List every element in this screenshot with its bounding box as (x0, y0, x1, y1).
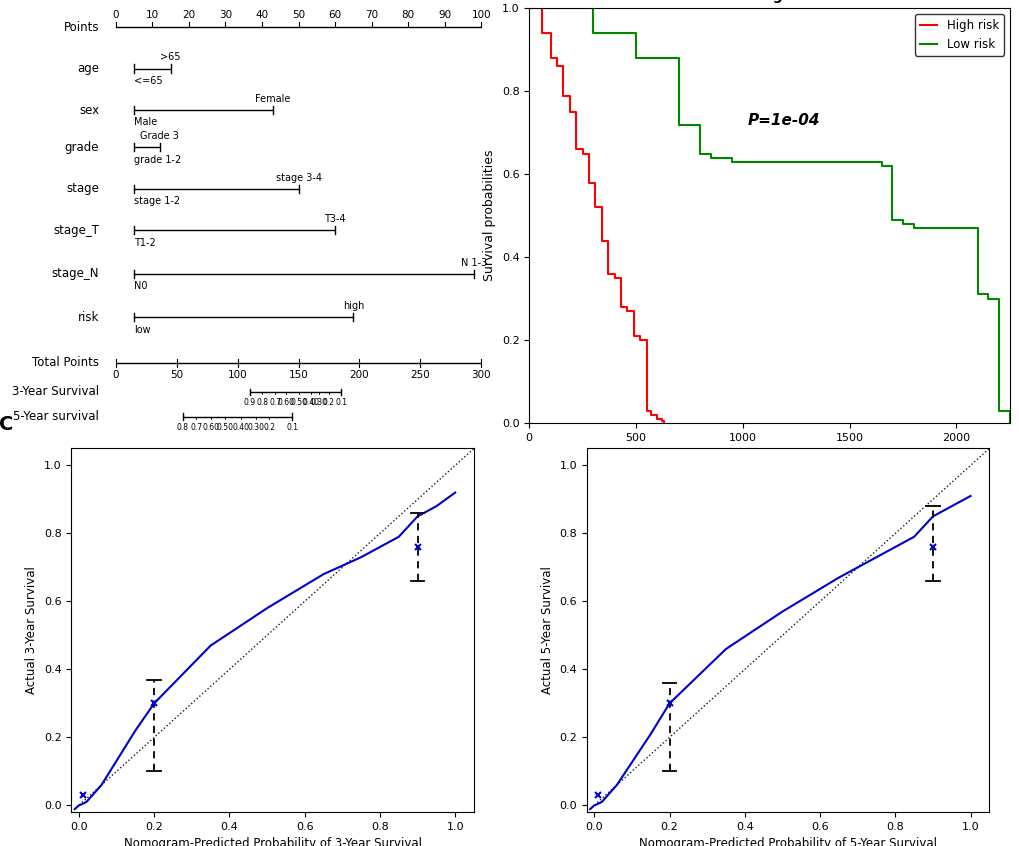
Text: 0: 0 (112, 9, 119, 19)
Text: Male: Male (135, 118, 157, 128)
Text: 30: 30 (219, 9, 232, 19)
Text: stage: stage (66, 182, 99, 195)
Text: N0: N0 (135, 281, 148, 291)
Text: T3-4: T3-4 (324, 214, 345, 224)
Text: Total Points: Total Points (32, 356, 99, 370)
Text: grade 1-2: grade 1-2 (135, 155, 181, 165)
Text: Points: Points (63, 20, 99, 34)
Legend: High risk, Low risk: High risk, Low risk (914, 14, 1003, 56)
Text: 0.60: 0.60 (277, 398, 294, 407)
Text: 100: 100 (471, 9, 490, 19)
Y-axis label: Actual 5-Year Survival: Actual 5-Year Survival (540, 566, 553, 695)
Text: stage_N: stage_N (52, 267, 99, 280)
Text: stage 3-4: stage 3-4 (275, 173, 321, 183)
Text: 0.50: 0.50 (217, 423, 233, 431)
Y-axis label: Survival probabilities: Survival probabilities (483, 150, 495, 282)
Text: 0.9: 0.9 (244, 398, 256, 407)
Text: 150: 150 (288, 371, 308, 381)
Text: 0.8: 0.8 (256, 398, 268, 407)
Text: 40: 40 (255, 9, 268, 19)
Text: grade: grade (64, 140, 99, 154)
Text: 60: 60 (328, 9, 341, 19)
Text: 90: 90 (437, 9, 450, 19)
Text: B: B (481, 0, 495, 4)
Text: 100: 100 (227, 371, 248, 381)
Text: 0: 0 (112, 371, 119, 381)
Y-axis label: Actual 3-Year Survival: Actual 3-Year Survival (25, 566, 39, 695)
Text: stage 1-2: stage 1-2 (135, 196, 180, 206)
Text: 0.8: 0.8 (176, 423, 189, 431)
Text: 80: 80 (401, 9, 415, 19)
Text: 0.2: 0.2 (263, 423, 275, 431)
Text: 50: 50 (170, 371, 183, 381)
Text: 20: 20 (182, 9, 196, 19)
Text: low: low (135, 325, 151, 335)
Text: P=1e-04: P=1e-04 (747, 113, 819, 128)
Text: 0.30: 0.30 (311, 398, 327, 407)
Text: 0.7: 0.7 (269, 398, 281, 407)
Text: Grade 3: Grade 3 (141, 131, 179, 141)
Text: 0.40: 0.40 (302, 398, 319, 407)
Text: 0.7: 0.7 (190, 423, 202, 431)
Text: C: C (0, 415, 13, 434)
Text: 3-Year Survival: 3-Year Survival (12, 386, 99, 398)
X-axis label: Nomogram-Predicted Probability of 5-Year Survival: Nomogram-Predicted Probability of 5-Year… (639, 838, 936, 846)
Text: 0.40: 0.40 (232, 423, 250, 431)
Text: age: age (77, 62, 99, 75)
X-axis label: Nomogram-Predicted Probability of 3-Year Survival: Nomogram-Predicted Probability of 3-Year… (123, 838, 421, 846)
Text: 70: 70 (365, 9, 378, 19)
Text: 200: 200 (350, 371, 369, 381)
Text: 0.1: 0.1 (286, 423, 299, 431)
Text: 0.60: 0.60 (202, 423, 219, 431)
Text: 0.1: 0.1 (335, 398, 346, 407)
Text: sex: sex (78, 103, 99, 117)
Text: Female: Female (255, 94, 290, 104)
Title: Survival curve of nomogram-based risk score: Survival curve of nomogram-based risk sc… (591, 0, 947, 3)
X-axis label: Survival time in days: Survival time in days (703, 448, 835, 461)
Text: 50: 50 (291, 9, 305, 19)
Text: 0.2: 0.2 (323, 398, 334, 407)
Text: >65: >65 (160, 52, 180, 63)
Text: 300: 300 (471, 371, 490, 381)
Text: 5-Year survival: 5-Year survival (13, 410, 99, 423)
Text: stage_T: stage_T (53, 223, 99, 237)
Text: 10: 10 (146, 9, 159, 19)
Text: N 1-3: N 1-3 (461, 257, 486, 267)
Text: A: A (1, 0, 15, 4)
Text: 0.30: 0.30 (248, 423, 264, 431)
Text: T1-2: T1-2 (135, 238, 156, 248)
Text: 0.50: 0.50 (289, 398, 307, 407)
Text: risk: risk (77, 310, 99, 324)
Text: <=65: <=65 (135, 76, 163, 86)
Text: high: high (342, 301, 364, 311)
Text: 250: 250 (410, 371, 430, 381)
